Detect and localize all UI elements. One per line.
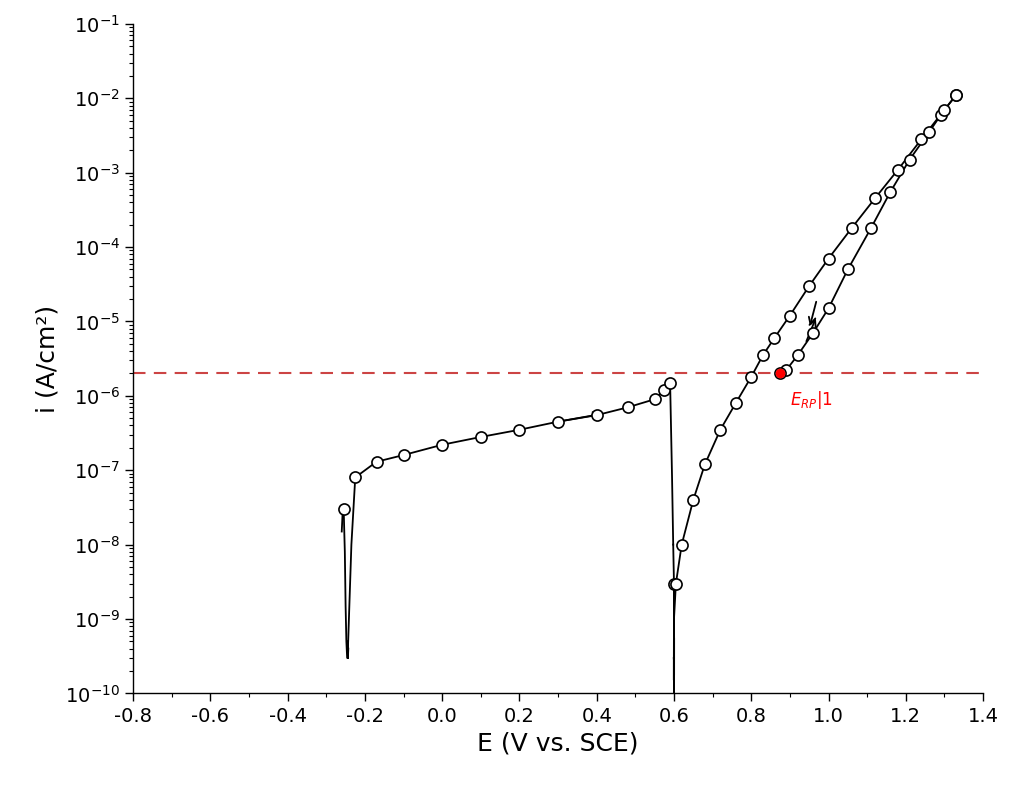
X-axis label: E (V vs. SCE): E (V vs. SCE) (477, 731, 639, 755)
Y-axis label: i (A/cm²): i (A/cm²) (36, 304, 59, 413)
Text: $E_{RP}$|1: $E_{RP}$|1 (790, 389, 833, 411)
